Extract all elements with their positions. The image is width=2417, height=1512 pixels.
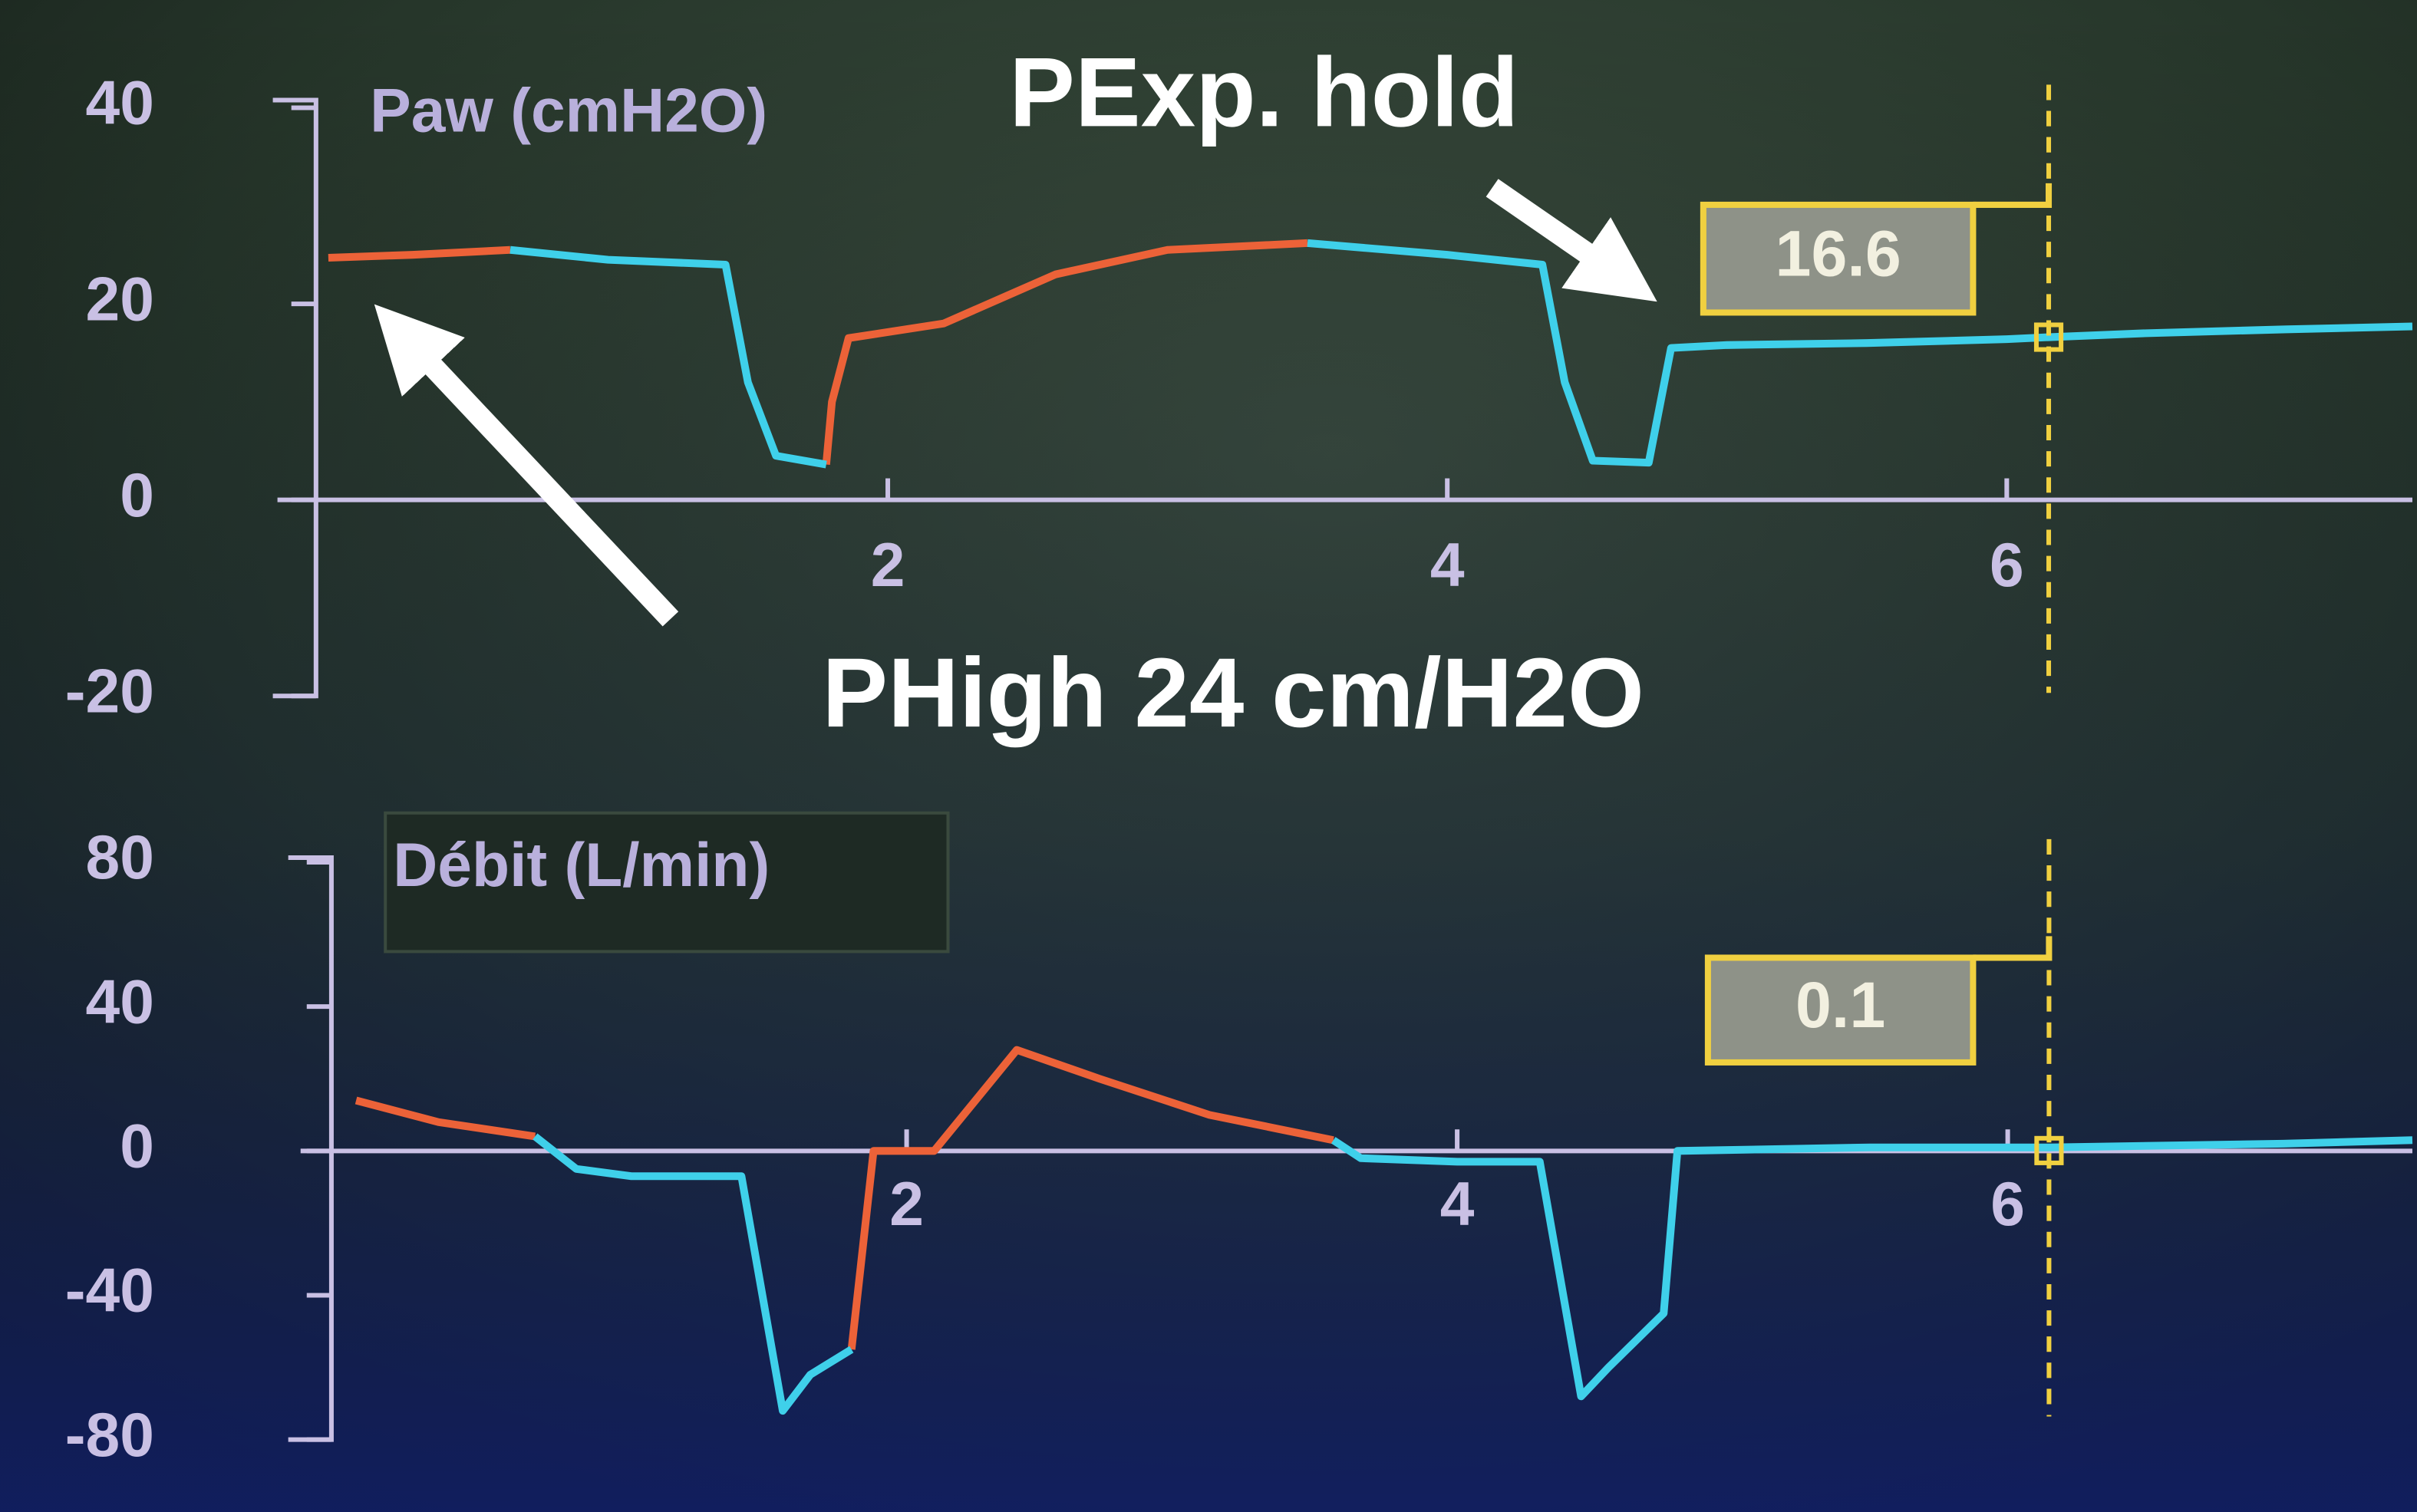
series-line (354, 1046, 1334, 1350)
readout-leader (1973, 183, 2053, 208)
y-tick-label: 0 (120, 461, 154, 530)
arrow (374, 304, 679, 627)
x-tick-label: 4 (1430, 531, 1465, 600)
y-tick-label: -20 (65, 657, 154, 726)
readout-leader (1973, 936, 2053, 961)
plots: -20 0 20 40 2 4 6 Paw (cmH2O) 16.6 -80 -40 0 40 80 2 4 6… (65, 69, 2413, 1470)
x-tick-label: 2 (889, 1170, 924, 1239)
x-tick-label: 4 (1440, 1170, 1475, 1239)
chart-title: Débit (L/min) (393, 831, 770, 900)
title-box (384, 811, 950, 954)
cursor-marker (2034, 1135, 2064, 1165)
y-tick-label: 40 (86, 967, 154, 1036)
x-tick-label: 6 (1990, 1170, 2025, 1239)
readout-value: 0.1 (1795, 969, 1885, 1041)
cursor-marker (2033, 322, 2064, 352)
y-tick-label: -40 (65, 1257, 154, 1326)
chart-title: Paw (cmH2O) (370, 77, 767, 146)
x-tick-label: 2 (871, 531, 905, 600)
y-tick-label: 20 (86, 265, 154, 334)
series-line (328, 239, 1308, 466)
readout-box (1700, 201, 1977, 316)
y-tick-label: 40 (86, 69, 154, 138)
series-line (509, 239, 2413, 469)
y-tick-label: 0 (120, 1112, 154, 1181)
readout-box (1704, 954, 1977, 1066)
series-line (533, 1133, 2413, 1415)
arrow (1485, 179, 1657, 302)
annotation: PExp. hold (1009, 38, 1518, 147)
readout-value: 16.6 (1776, 218, 1901, 290)
y-tick-label: -80 (65, 1401, 154, 1470)
x-tick-label: 6 (1990, 531, 2024, 600)
annotation: PHigh 24 cm/H2O (822, 638, 1644, 748)
y-tick-label: 80 (86, 823, 154, 892)
